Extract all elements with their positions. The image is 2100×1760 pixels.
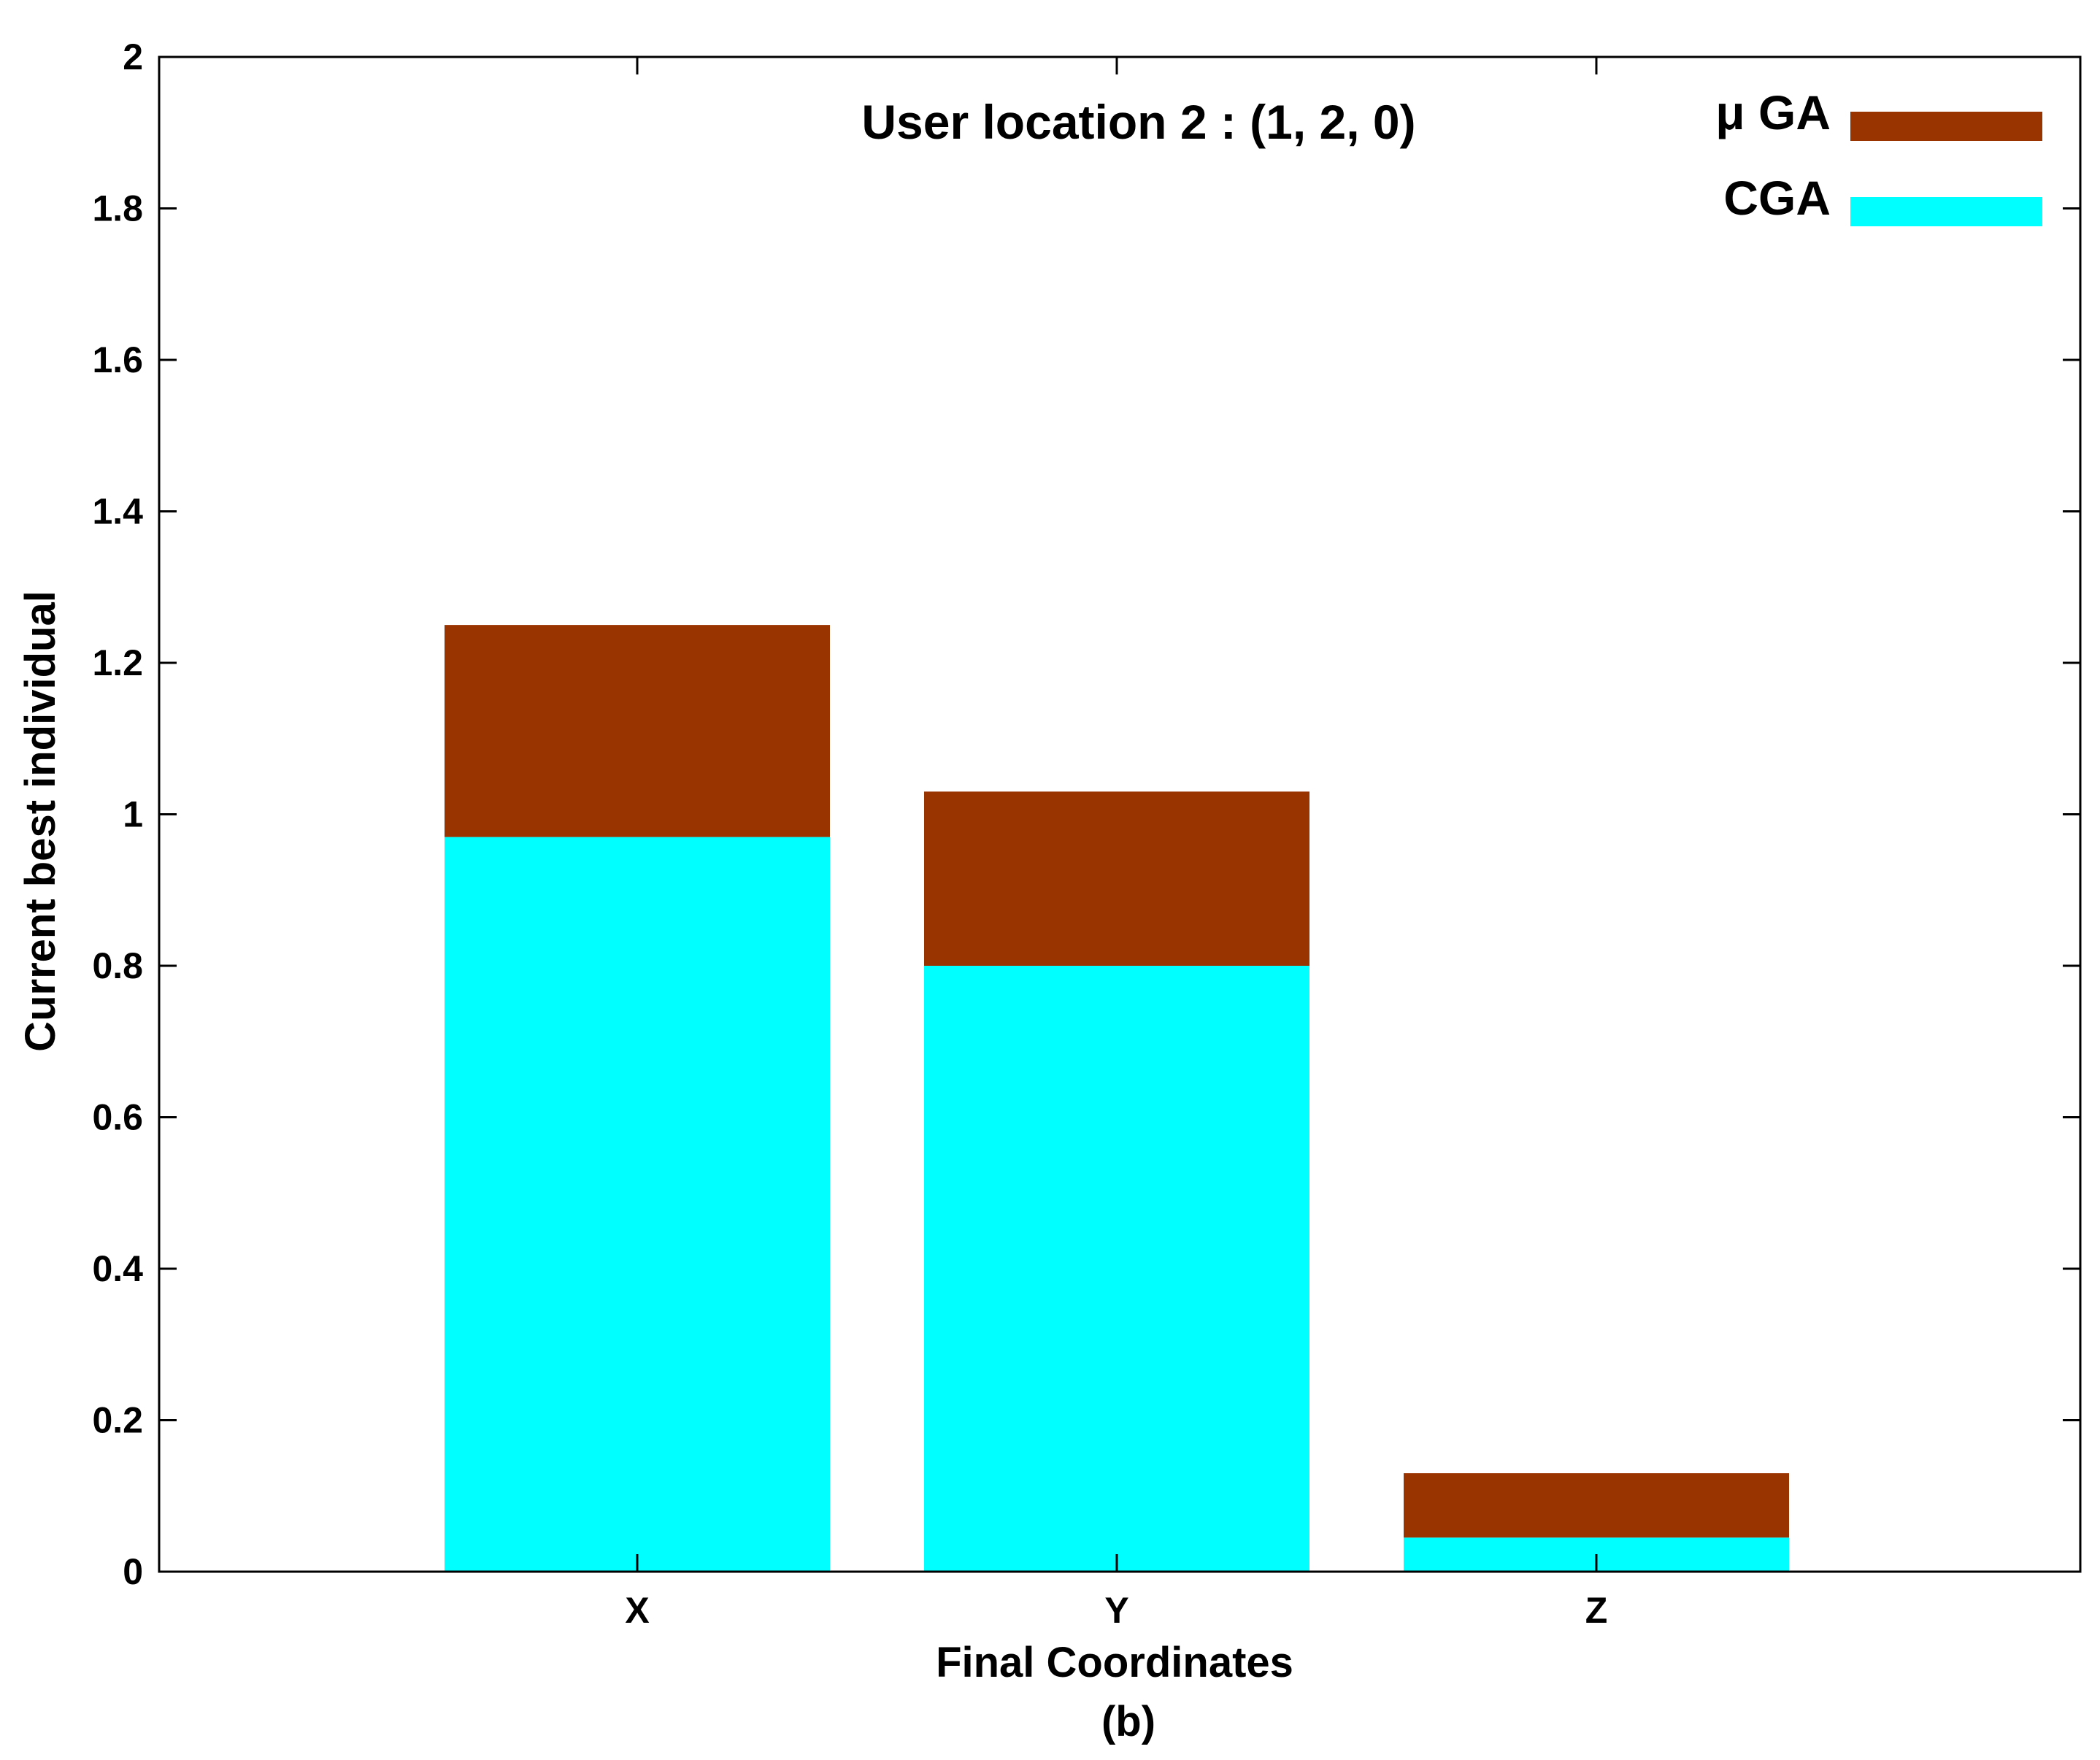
y-tick-label: 1 [123, 794, 143, 835]
y-tick-label: 0.4 [92, 1248, 143, 1289]
chart-title: User location 2 : (1, 2, 0) [861, 95, 1415, 149]
y-tick-label: 1.2 [92, 642, 143, 683]
y-tick-label: 0.8 [92, 945, 143, 986]
y-tick-label: 1.8 [92, 188, 143, 229]
legend-swatch-cga [1850, 197, 2042, 226]
figure-caption: (b) [1101, 1698, 1155, 1745]
y-axis-label: Current best individual [17, 591, 64, 1052]
y-tick-label: 0.6 [92, 1097, 143, 1138]
x-tick-label-z: Z [1585, 1590, 1608, 1631]
y-tick-label: 0 [123, 1551, 143, 1592]
x-tick-label-y: Y [1104, 1590, 1128, 1631]
x-tick-label-x: X [625, 1590, 649, 1631]
legend-label-mu-ga: μ GA [1715, 85, 1831, 139]
plot-frame [158, 55, 2082, 1573]
bar-cga-x [445, 837, 830, 1572]
y-tick-label: 1.6 [92, 339, 143, 380]
y-tick-label: 1.4 [92, 491, 143, 532]
y-tick-label: 0.2 [92, 1400, 143, 1441]
legend: μ GA CGA [1715, 85, 2042, 226]
bar-mu-ga-y [924, 791, 1309, 966]
bar-mu-ga-z [1404, 1473, 1789, 1538]
legend-swatch-mu-ga [1850, 112, 2042, 141]
legend-label-cga: CGA [1723, 171, 1831, 225]
bar-cga-y [924, 966, 1309, 1572]
bars-layer [445, 625, 1789, 1572]
bar-mu-ga-x [445, 625, 830, 837]
y-tick-label: 2 [123, 36, 143, 77]
x-axis-label: Final Coordinates [936, 1639, 1293, 1686]
